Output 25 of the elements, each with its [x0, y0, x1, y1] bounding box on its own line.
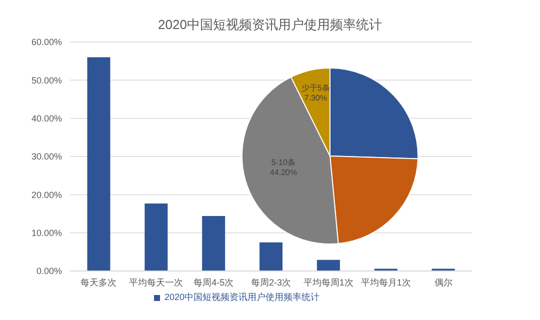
- slice-label: 5-10条: [271, 158, 296, 168]
- x-tick-label: 每天多次: [80, 277, 117, 288]
- y-tick-label: 20.00%: [31, 190, 62, 200]
- x-tick-label: 平均每周1次: [303, 277, 354, 288]
- y-tick-label: 0.00%: [36, 266, 62, 276]
- bar: [144, 203, 168, 271]
- x-tick-label: 平均每月1次: [360, 277, 411, 288]
- y-tick-label: 50.00%: [31, 75, 62, 86]
- bar: [202, 216, 226, 271]
- chart-title: 2020中国短视频资讯用户使用频率统计: [157, 16, 383, 34]
- x-tick-label: 平均每天一次: [129, 277, 184, 288]
- x-tick-label: 每周4-5次: [194, 277, 234, 288]
- y-tick-label: 60.00%: [31, 37, 62, 48]
- y-tick-label: 40.00%: [31, 114, 62, 124]
- x-tick-label: 每周2-3次: [250, 277, 292, 288]
- data-label: 7.30%: [304, 93, 327, 102]
- bar: [260, 242, 283, 271]
- legend-label: 2020中国短视频资讯用户使用频率统计: [164, 292, 320, 302]
- bar: [316, 260, 340, 271]
- slice-label: 少于5条: [301, 83, 330, 92]
- data-label: 44.20%: [270, 168, 298, 178]
- bar: [87, 57, 110, 271]
- y-tick-label: 10.00%: [31, 228, 62, 238]
- y-tick-label: 30.00%: [31, 152, 62, 162]
- x-tick-label: 偶尔: [434, 277, 452, 288]
